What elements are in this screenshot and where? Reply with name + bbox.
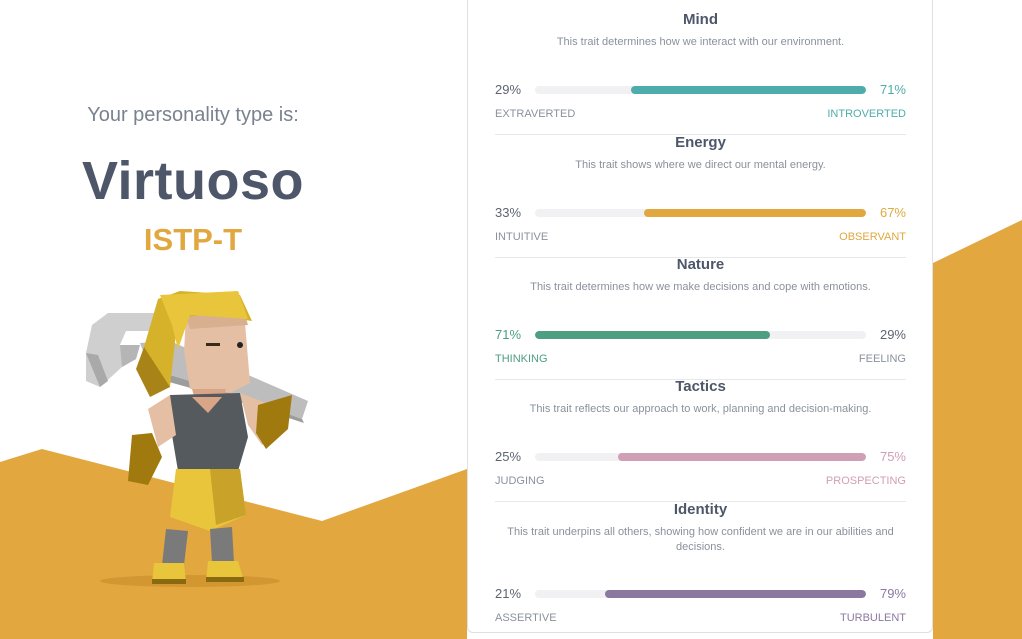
trait-bar-row: 71% 29%	[495, 327, 906, 343]
personality-intro-text: Your personality type is:	[87, 104, 299, 126]
trait-right-label: TURBULENT	[839, 612, 906, 624]
trait-progress-bar	[535, 209, 866, 217]
trait-description: This trait determines how we interact wi…	[556, 36, 845, 48]
trait-divider	[495, 134, 906, 135]
trait-progress-fill	[535, 331, 770, 339]
trait-left-label: THINKING	[495, 353, 548, 365]
trait-bar-row: 29% 71%	[495, 82, 906, 98]
trait-left-label: ASSERTIVE	[495, 612, 557, 624]
trait-right-percent: 75%	[879, 449, 906, 464]
trait-labels: EXTRAVERTED INTROVERTED	[495, 107, 906, 121]
trait-progress-fill	[617, 453, 866, 461]
trait-identity: Identity This trait underpins all others…	[495, 500, 906, 624]
trait-progress-fill	[604, 590, 866, 598]
trait-progress-bar	[535, 86, 866, 94]
trait-left-percent: 33%	[495, 205, 522, 220]
trait-bar-row: 21% 79%	[495, 586, 906, 602]
trait-progress-fill	[644, 209, 866, 217]
traits-card: Mind This trait determines how we intera…	[467, 0, 933, 633]
trait-right-percent: 71%	[879, 82, 906, 97]
trait-left-percent: 71%	[495, 327, 522, 342]
trait-mind: Mind This trait determines how we intera…	[495, 10, 906, 135]
trait-progress-bar	[535, 331, 866, 339]
trait-progress-bar	[535, 453, 866, 461]
trait-left-percent: 21%	[495, 586, 522, 601]
trait-left-percent: 25%	[495, 449, 522, 464]
trait-title: Nature	[676, 256, 725, 273]
trait-title: Tactics	[675, 378, 726, 395]
virtuoso-character-illustration	[86, 291, 308, 587]
trait-bar-row: 33% 67%	[495, 205, 906, 221]
trait-right-label: INTROVERTED	[827, 108, 906, 120]
trait-description: This trait determines how we make decisi…	[530, 281, 871, 293]
trait-progress-fill	[631, 86, 866, 94]
trait-title: Energy	[675, 134, 726, 151]
trait-right-label: PROSPECTING	[825, 475, 906, 487]
trait-left-label: INTUITIVE	[495, 231, 549, 243]
trait-description: This trait underpins all others, showing…	[507, 526, 894, 553]
trait-progress-bar	[535, 590, 866, 598]
trait-left-label: EXTRAVERTED	[495, 108, 576, 120]
trait-labels: ASSERTIVE TURBULENT	[495, 611, 906, 625]
trait-left-percent: 29%	[495, 82, 522, 97]
trait-right-percent: 67%	[879, 205, 906, 220]
trait-nature: Nature This trait determines how we make…	[495, 255, 906, 380]
trait-bar-row: 25% 75%	[495, 449, 906, 465]
trait-labels: THINKING FEELING	[495, 352, 906, 366]
trait-description: This trait reflects our approach to work…	[529, 403, 872, 415]
trait-divider	[495, 257, 906, 258]
trait-right-percent: 29%	[879, 327, 906, 342]
trait-tactics: Tactics This trait reflects our approach…	[495, 377, 906, 502]
trait-labels: JUDGING PROSPECTING	[495, 474, 906, 488]
trait-right-label: FEELING	[858, 353, 906, 365]
trait-title: Mind	[683, 11, 718, 28]
personality-type-code: ISTP-T	[143, 222, 243, 257]
trait-right-percent: 79%	[879, 586, 906, 601]
personality-type-name: Virtuoso	[81, 151, 305, 211]
trait-divider	[495, 501, 906, 502]
trait-energy: Energy This trait shows where we direct …	[495, 133, 906, 258]
trait-right-label: OBSERVANT	[839, 231, 906, 243]
personality-result-panel: Your personality type is: Virtuoso ISTP-…	[0, 0, 390, 639]
trait-title: Identity	[673, 501, 728, 518]
trait-labels: INTUITIVE OBSERVANT	[495, 230, 906, 244]
trait-divider	[495, 379, 906, 380]
trait-left-label: JUDGING	[495, 475, 545, 487]
trait-description: This trait shows where we direct our men…	[575, 159, 826, 171]
